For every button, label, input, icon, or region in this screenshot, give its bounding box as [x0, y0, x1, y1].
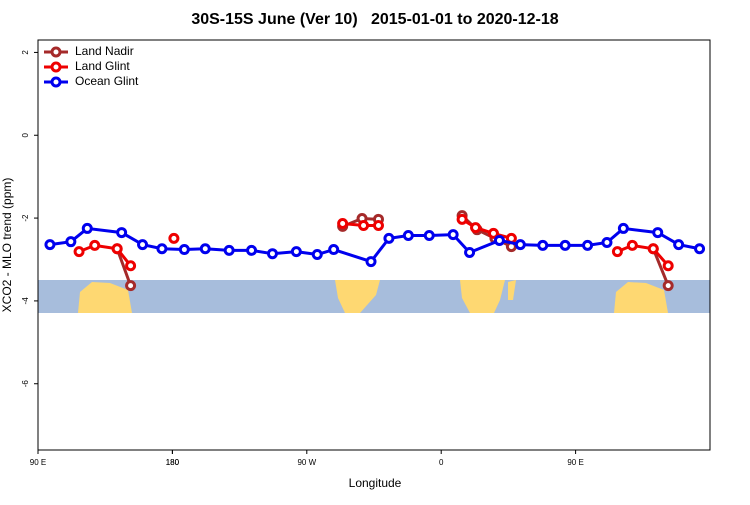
- point: [383, 232, 395, 244]
- point: [617, 222, 629, 234]
- x-tick-label: 180: [166, 458, 180, 467]
- point: [493, 234, 505, 246]
- y-tick-label: 0: [21, 132, 30, 137]
- point: [65, 236, 77, 248]
- point: [266, 248, 278, 260]
- point: [487, 227, 499, 239]
- point: [402, 229, 414, 241]
- x-tick-label: 90 E: [30, 458, 46, 467]
- point: [662, 280, 674, 292]
- legend-label: Land Nadir: [75, 44, 134, 58]
- point: [365, 256, 377, 268]
- point: [514, 239, 526, 251]
- point: [673, 239, 685, 251]
- point: [626, 239, 638, 251]
- legend-marker: [50, 76, 62, 88]
- chart-title: 30S-15S June (Ver 10) 2015-01-01 to 2020…: [191, 11, 558, 28]
- point: [647, 243, 659, 255]
- legend-marker: [50, 61, 62, 73]
- point: [168, 232, 180, 244]
- x-tick-label: 180: [166, 458, 180, 467]
- x-tick-label: 0: [439, 458, 444, 467]
- point: [178, 244, 190, 256]
- point: [44, 239, 56, 251]
- y-axis-label: XCO2 - MLO trend (ppm): [0, 178, 14, 313]
- point: [372, 220, 384, 232]
- plot-frame: [37, 39, 711, 451]
- legend-label: Ocean Glint: [75, 74, 139, 88]
- point: [73, 246, 85, 258]
- x-tick-label: 90 E: [567, 458, 583, 467]
- point: [81, 222, 93, 234]
- legend-marker: [50, 46, 62, 58]
- point: [125, 260, 137, 272]
- point: [111, 243, 123, 255]
- point: [116, 227, 128, 239]
- x-axis-label: Longitude: [349, 476, 402, 490]
- y-tick-label: 2: [21, 50, 30, 55]
- point: [423, 229, 435, 241]
- point: [223, 244, 235, 256]
- point: [290, 246, 302, 258]
- point: [611, 246, 623, 258]
- y-tick-label: -4: [21, 297, 30, 305]
- x-tick-label: 90 W: [297, 458, 316, 467]
- point: [447, 229, 459, 241]
- point: [537, 239, 549, 251]
- y-tick-label: -6: [21, 380, 30, 388]
- point: [582, 239, 594, 251]
- point: [328, 244, 340, 256]
- map-strip: [38, 280, 710, 313]
- legend-label: Land Glint: [75, 59, 130, 73]
- series-line: [115, 214, 670, 287]
- y-tick-label: -2: [21, 214, 30, 222]
- point: [601, 237, 613, 249]
- point: [662, 260, 674, 272]
- point: [470, 222, 482, 234]
- point: [464, 246, 476, 258]
- point: [456, 213, 468, 225]
- point: [137, 239, 149, 251]
- point: [358, 220, 370, 232]
- point: [694, 243, 706, 255]
- point: [559, 239, 571, 251]
- point: [156, 243, 168, 255]
- point: [89, 239, 101, 251]
- point: [199, 243, 211, 255]
- point: [125, 280, 137, 292]
- point: [246, 244, 258, 256]
- point: [311, 249, 323, 261]
- point: [652, 227, 664, 239]
- point: [337, 217, 349, 229]
